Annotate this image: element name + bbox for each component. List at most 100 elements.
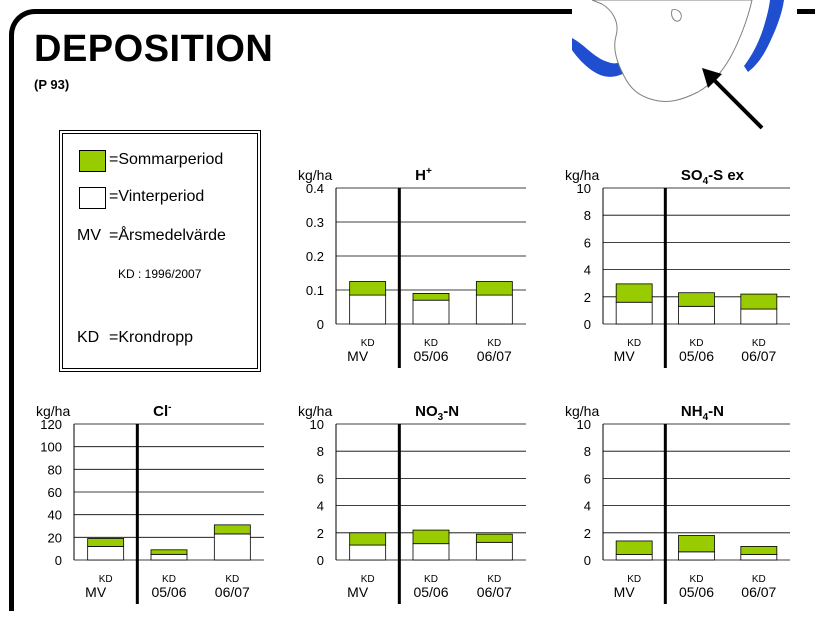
y-tick-label: 10 (577, 417, 591, 432)
y-tick-label: 8 (584, 208, 591, 223)
y-tick-label: 6 (584, 235, 591, 250)
unit-label: kg/ha (565, 167, 599, 183)
y-tick-label: 100 (40, 440, 62, 455)
chart-title: Cl- (153, 402, 171, 420)
x-category-label: MV (347, 348, 369, 364)
period-note: KD : 1996/2007 (118, 267, 202, 281)
map-sea-right (744, 0, 784, 72)
bar-winter (615, 301, 653, 325)
page-subtitle: (P 93) (34, 77, 70, 92)
y-tick-label: 8 (584, 444, 591, 459)
bar-winter (349, 544, 387, 561)
bar-label-kd: KD (690, 574, 704, 585)
y-tick-label: 120 (40, 417, 62, 432)
bar-winter (740, 554, 778, 561)
bar-label-kd: KD (162, 574, 176, 585)
chart-title: NO3-N (415, 403, 459, 423)
bar-label-kd: KD (99, 574, 113, 585)
y-tick-label: 2 (584, 526, 591, 541)
y-tick-label: 6 (584, 471, 591, 486)
bar-summer (740, 546, 778, 555)
x-category-label: 06/07 (477, 348, 512, 364)
bar-label-kd: KD (487, 574, 501, 585)
y-tick-label: 0 (584, 553, 591, 568)
bar-label-kd: KD (752, 338, 766, 349)
bar-label-kd: KD (487, 338, 501, 349)
bar-label-kd: KD (424, 338, 438, 349)
bar-summer (615, 283, 653, 303)
bar-winter (213, 533, 251, 561)
chart-title: SO4-S ex (681, 167, 745, 187)
bar-winter (412, 299, 450, 325)
bar-label-kd: KD (361, 338, 375, 349)
winter-swatch (79, 187, 106, 209)
bar-label-kd: KD (424, 574, 438, 585)
map-sea-left (572, 38, 634, 77)
summer-label: =Sommarperiod (109, 151, 224, 168)
y-tick-label: 10 (310, 417, 324, 432)
y-tick-label: 0.2 (306, 249, 324, 264)
bar-winter (615, 554, 653, 561)
bar-label-kd: KD (627, 338, 641, 349)
bar-winter (475, 541, 513, 561)
y-tick-label: 0 (55, 553, 62, 568)
bar-label-kd: KD (690, 338, 704, 349)
x-category-label: 05/06 (679, 584, 714, 600)
unit-label: kg/ha (298, 403, 332, 419)
y-tick-label: 60 (48, 485, 62, 500)
bar-winter (740, 308, 778, 325)
bar-summer (740, 293, 778, 310)
mv-label: =Årsmedelvärde (109, 227, 226, 244)
bar-label-kd: KD (627, 574, 641, 585)
chart-title: H+ (415, 166, 432, 184)
sweden-map-icon (572, 0, 784, 130)
bar-winter (678, 551, 715, 561)
unit-label: kg/ha (36, 403, 70, 419)
x-category-label: 06/07 (741, 348, 776, 364)
chart-title: NH4-N (681, 403, 724, 423)
y-tick-label: 4 (584, 263, 591, 278)
bar-winter (87, 546, 125, 561)
x-category-label: MV (614, 584, 636, 600)
y-tick-label: 4 (317, 499, 324, 514)
y-tick-label: 2 (584, 290, 591, 305)
y-tick-label: 4 (584, 499, 591, 514)
x-category-label: MV (347, 584, 369, 600)
y-tick-label: 0.1 (306, 283, 324, 298)
x-category-label: 06/07 (477, 584, 512, 600)
summer-swatch (79, 150, 106, 172)
x-category-label: 05/06 (679, 348, 714, 364)
y-tick-label: 0.3 (306, 215, 324, 230)
y-tick-label: 0 (317, 553, 324, 568)
kd-label: =Krondropp (109, 329, 194, 346)
bar-summer (349, 532, 387, 546)
y-tick-label: 0.4 (306, 181, 324, 196)
legend-box: =Sommarperiod =Vinterperiod MV =Årsmedel… (59, 130, 261, 372)
mv-key: MV (77, 227, 101, 244)
map-lake (671, 9, 682, 22)
y-tick-label: 80 (48, 462, 62, 477)
unit-label: kg/ha (565, 403, 599, 419)
y-tick-label: 6 (317, 471, 324, 486)
page-frame (9, 9, 815, 611)
kd-key: KD (77, 329, 100, 346)
bar-winter (150, 553, 188, 561)
bar-label-kd: KD (752, 574, 766, 585)
x-category-label: 06/07 (215, 584, 250, 600)
bar-summer (475, 533, 513, 543)
bar-summer (349, 281, 387, 296)
bar-summer (678, 535, 715, 553)
bar-summer (87, 538, 125, 547)
bar-winter (412, 543, 450, 561)
x-category-label: MV (85, 584, 107, 600)
y-tick-label: 40 (48, 508, 62, 523)
x-category-label: MV (614, 348, 636, 364)
y-tick-label: 8 (317, 444, 324, 459)
location-arrow-icon (702, 68, 764, 130)
